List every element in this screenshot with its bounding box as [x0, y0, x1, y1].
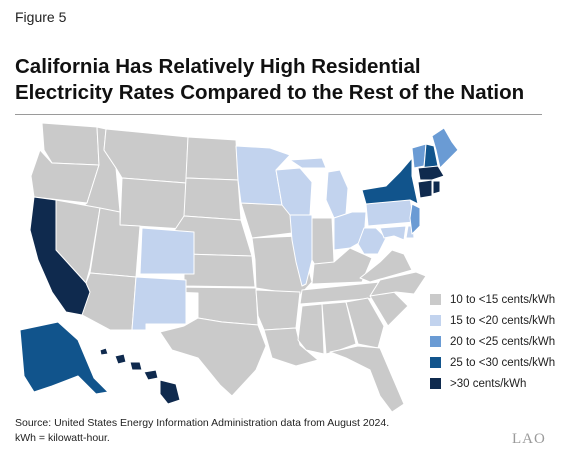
legend-item: 15 to <20 cents/kWh	[430, 310, 555, 331]
state-west-virginia	[357, 227, 387, 255]
legend-swatch	[430, 378, 441, 389]
state-new-mexico	[131, 276, 187, 331]
state-texas	[159, 317, 267, 397]
state-washington	[41, 122, 100, 166]
state-north-carolina	[369, 271, 427, 297]
state-alaska	[19, 321, 109, 395]
legend-label: 20 to <25 cents/kWh	[450, 335, 556, 348]
state-illinois	[289, 214, 313, 287]
state-kentucky	[311, 247, 373, 285]
legend-swatch	[430, 336, 441, 347]
state-maine	[431, 127, 459, 169]
state-kansas	[183, 253, 256, 288]
legend-label: 10 to <15 cents/kWh	[450, 293, 556, 306]
state-hawaii	[99, 347, 181, 405]
group-navy	[29, 165, 445, 405]
legend-swatch	[430, 294, 441, 305]
figure-label: Figure 5	[15, 9, 67, 25]
title-line-1: California Has Relatively High Residenti…	[15, 55, 421, 78]
state-south-dakota	[183, 177, 242, 221]
legend-item: 10 to <15 cents/kWh	[430, 289, 555, 310]
legend-label: 25 to <30 cents/kWh	[450, 356, 556, 369]
state-alabama	[321, 301, 357, 355]
legend-label: 15 to <20 cents/kWh	[450, 314, 556, 327]
state-arizona	[81, 272, 137, 331]
legend-swatch	[430, 315, 441, 326]
legend-item: >30 cents/kWh	[430, 373, 555, 394]
group-mid-blue	[409, 127, 459, 235]
state-california	[29, 196, 91, 316]
legend-label: >30 cents/kWh	[450, 377, 527, 390]
lao-logo: LAO	[512, 431, 546, 447]
legend-item: 20 to <25 cents/kWh	[430, 331, 555, 352]
state-new-york	[361, 157, 419, 205]
state-florida	[329, 345, 405, 413]
state-virginia	[359, 249, 413, 283]
source-note: Source: United States Energy Information…	[15, 416, 389, 446]
source-line: Source: United States Energy Information…	[15, 417, 390, 429]
state-massachusetts	[417, 165, 445, 181]
title-line-2: Electricity Rates Compared to the Rest o…	[15, 81, 525, 104]
group-dark-blue	[19, 143, 439, 395]
group-light-blue	[131, 145, 415, 331]
legend-swatch	[430, 357, 441, 368]
state-georgia	[345, 297, 385, 349]
state-connecticut	[417, 179, 433, 199]
chart-title: California Has Relatively High Residenti…	[15, 54, 560, 106]
state-mississippi	[297, 303, 325, 355]
state-maryland	[379, 225, 407, 241]
state-rhode-island	[432, 180, 441, 195]
state-new-jersey	[409, 203, 421, 235]
state-arkansas	[255, 289, 301, 331]
legend-item: 25 to <30 cents/kWh	[430, 352, 555, 373]
title-divider	[15, 114, 542, 115]
state-wyoming	[119, 177, 187, 230]
state-louisiana	[263, 327, 319, 367]
legend: 10 to <15 cents/kWh 15 to <20 cents/kWh …	[430, 289, 555, 394]
abbreviation-note: kWh = kilowatt-hour.	[15, 432, 110, 444]
us-map	[19, 122, 459, 413]
state-colorado	[139, 227, 195, 275]
state-north-dakota	[185, 136, 239, 181]
